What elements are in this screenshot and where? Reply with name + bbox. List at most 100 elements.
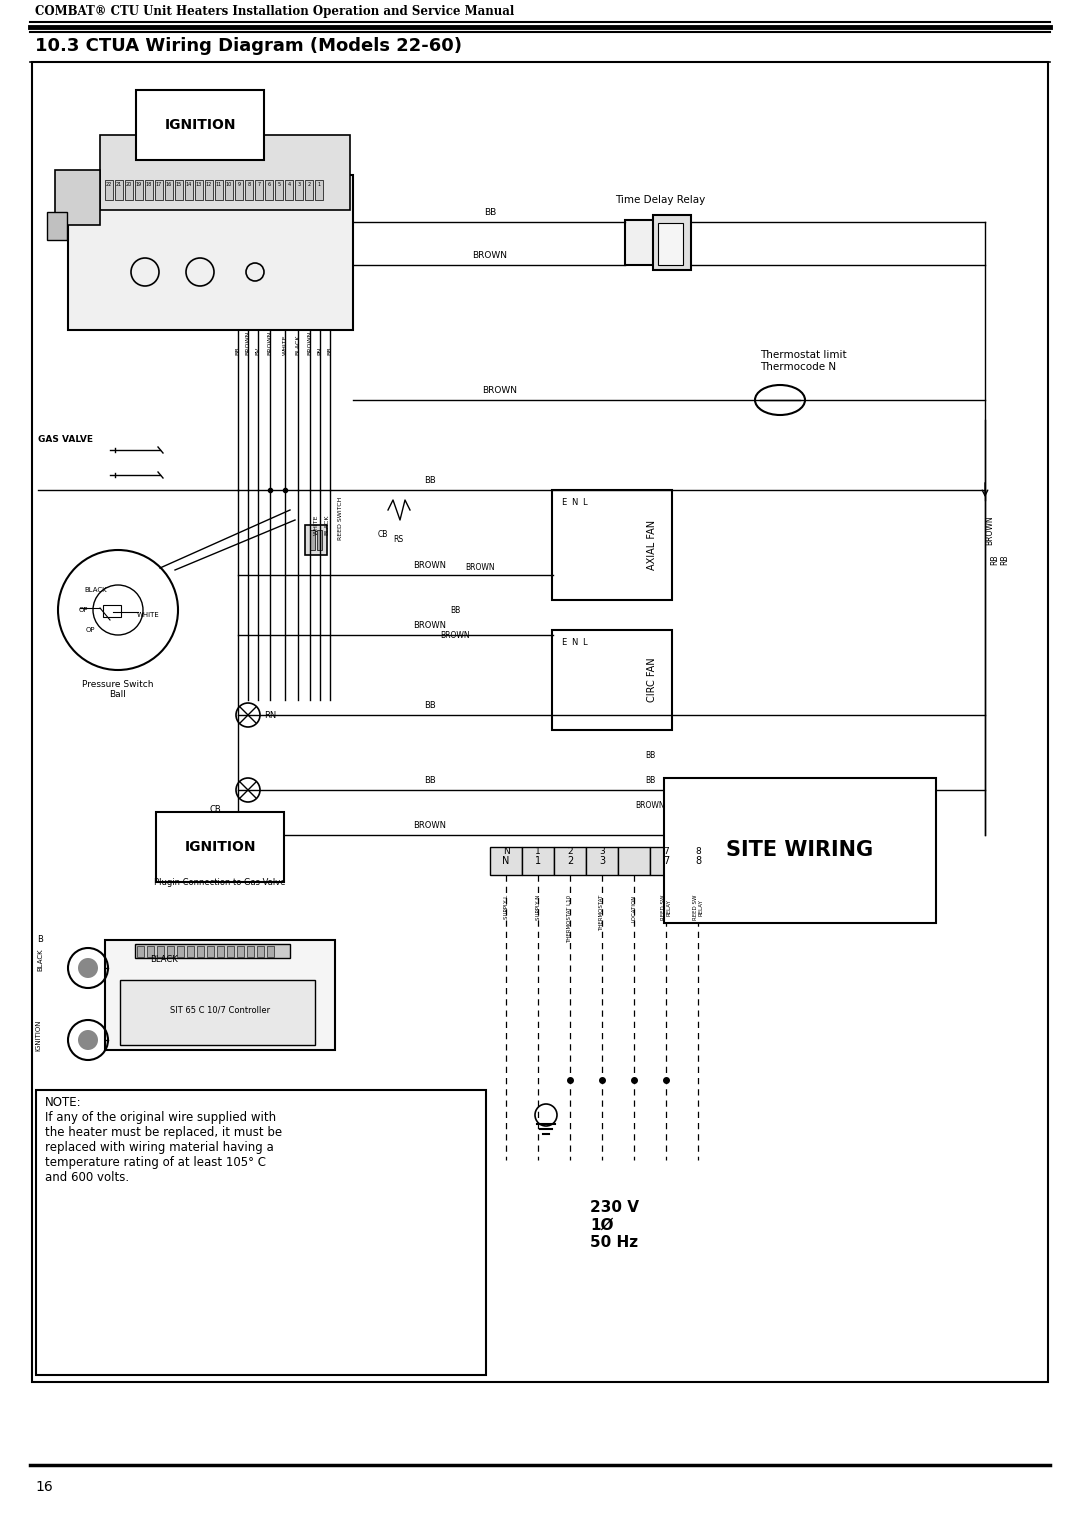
Text: 2: 2 — [308, 182, 311, 186]
Text: BROWN: BROWN — [483, 386, 517, 395]
Text: 8: 8 — [694, 857, 701, 866]
Text: 12: 12 — [206, 182, 212, 186]
FancyBboxPatch shape — [305, 525, 327, 554]
Circle shape — [78, 957, 98, 977]
FancyBboxPatch shape — [120, 980, 315, 1044]
Text: 3: 3 — [297, 182, 300, 186]
Text: WHITE: WHITE — [313, 515, 319, 534]
Text: LOCATION: LOCATION — [632, 895, 636, 922]
Text: BB: BB — [235, 347, 241, 354]
Text: L: L — [582, 638, 586, 647]
FancyBboxPatch shape — [125, 180, 133, 200]
FancyBboxPatch shape — [235, 180, 243, 200]
Text: 22: 22 — [106, 182, 112, 186]
FancyBboxPatch shape — [490, 847, 522, 875]
FancyBboxPatch shape — [586, 847, 618, 875]
FancyBboxPatch shape — [32, 63, 1048, 1382]
Text: COMBAT® CTU Unit Heaters Installation Operation and Service Manual: COMBAT® CTU Unit Heaters Installation Op… — [35, 5, 514, 18]
Text: L: L — [582, 498, 586, 507]
Text: BROWN: BROWN — [441, 631, 470, 640]
FancyBboxPatch shape — [137, 947, 144, 957]
Text: RB: RB — [990, 554, 999, 565]
FancyBboxPatch shape — [195, 180, 203, 200]
Text: E: E — [562, 638, 567, 647]
Text: CB: CB — [210, 806, 221, 814]
Text: 7: 7 — [663, 847, 669, 857]
Text: SITE WIRING: SITE WIRING — [727, 840, 874, 860]
FancyBboxPatch shape — [167, 947, 174, 957]
FancyBboxPatch shape — [156, 180, 163, 200]
Text: CB: CB — [378, 530, 388, 539]
FancyBboxPatch shape — [746, 847, 778, 875]
Text: AXIAL FAN: AXIAL FAN — [647, 519, 657, 570]
Text: BROWN: BROWN — [635, 802, 665, 809]
FancyBboxPatch shape — [748, 796, 923, 835]
FancyBboxPatch shape — [310, 530, 315, 550]
Text: BROWN: BROWN — [308, 331, 312, 354]
Text: B: B — [37, 936, 43, 945]
FancyBboxPatch shape — [145, 180, 153, 200]
FancyBboxPatch shape — [653, 215, 691, 270]
Text: 10.3 CTUA Wiring Diagram (Models 22-60): 10.3 CTUA Wiring Diagram (Models 22-60) — [35, 37, 462, 55]
Text: 18: 18 — [146, 182, 152, 186]
FancyBboxPatch shape — [267, 947, 274, 957]
Text: SUPPLY N: SUPPLY N — [536, 895, 540, 921]
Text: BROWN: BROWN — [473, 250, 508, 260]
Text: 2: 2 — [567, 857, 573, 866]
FancyBboxPatch shape — [522, 847, 554, 875]
FancyBboxPatch shape — [265, 180, 273, 200]
Text: RS: RS — [393, 534, 403, 544]
Text: IGNITION: IGNITION — [185, 840, 256, 854]
Text: 6: 6 — [268, 182, 271, 186]
Text: N: N — [502, 857, 510, 866]
FancyBboxPatch shape — [175, 180, 183, 200]
Text: REED SW
RELAY: REED SW RELAY — [692, 895, 703, 921]
Text: N: N — [571, 498, 577, 507]
Text: BROWN: BROWN — [414, 822, 446, 831]
Text: 13: 13 — [195, 182, 202, 186]
Text: 4: 4 — [287, 182, 291, 186]
FancyBboxPatch shape — [207, 947, 214, 957]
FancyBboxPatch shape — [318, 530, 322, 550]
Text: 16: 16 — [166, 182, 172, 186]
FancyBboxPatch shape — [135, 180, 143, 200]
Text: IGNITION: IGNITION — [164, 118, 235, 131]
FancyBboxPatch shape — [681, 847, 714, 875]
Text: BB: BB — [327, 347, 333, 354]
Circle shape — [78, 1031, 98, 1051]
Text: 15: 15 — [176, 182, 183, 186]
FancyBboxPatch shape — [48, 212, 67, 240]
Text: 3: 3 — [599, 847, 605, 857]
Text: 3: 3 — [599, 857, 605, 866]
Text: THERMOSTAT: THERMOSTAT — [599, 895, 605, 931]
Text: RB: RB — [1000, 554, 1009, 565]
Text: 2: 2 — [567, 847, 572, 857]
FancyBboxPatch shape — [147, 947, 154, 957]
Text: BLACK: BLACK — [84, 586, 107, 592]
FancyBboxPatch shape — [177, 947, 184, 957]
FancyBboxPatch shape — [103, 605, 121, 617]
Text: PN: PN — [318, 347, 323, 354]
FancyBboxPatch shape — [114, 180, 123, 200]
FancyBboxPatch shape — [135, 944, 291, 957]
Text: BROWN: BROWN — [465, 563, 495, 573]
Text: BB: BB — [450, 606, 460, 615]
Text: N: N — [571, 638, 577, 647]
Text: OP: OP — [85, 628, 95, 634]
Text: 7: 7 — [257, 182, 260, 186]
FancyBboxPatch shape — [650, 847, 681, 875]
Text: 21: 21 — [116, 182, 122, 186]
Text: 19: 19 — [136, 182, 143, 186]
Text: BROWN: BROWN — [414, 621, 446, 631]
FancyBboxPatch shape — [658, 223, 683, 266]
Text: BB: BB — [484, 208, 496, 217]
FancyBboxPatch shape — [255, 180, 264, 200]
Text: BLACK: BLACK — [324, 515, 329, 534]
FancyBboxPatch shape — [225, 180, 233, 200]
FancyBboxPatch shape — [552, 490, 672, 600]
FancyBboxPatch shape — [185, 180, 193, 200]
Text: SUPPLY L: SUPPLY L — [503, 895, 509, 919]
Text: SIT 65 C 10/7 Controller: SIT 65 C 10/7 Controller — [170, 1005, 270, 1014]
Text: 20: 20 — [126, 182, 132, 186]
FancyBboxPatch shape — [105, 180, 113, 200]
